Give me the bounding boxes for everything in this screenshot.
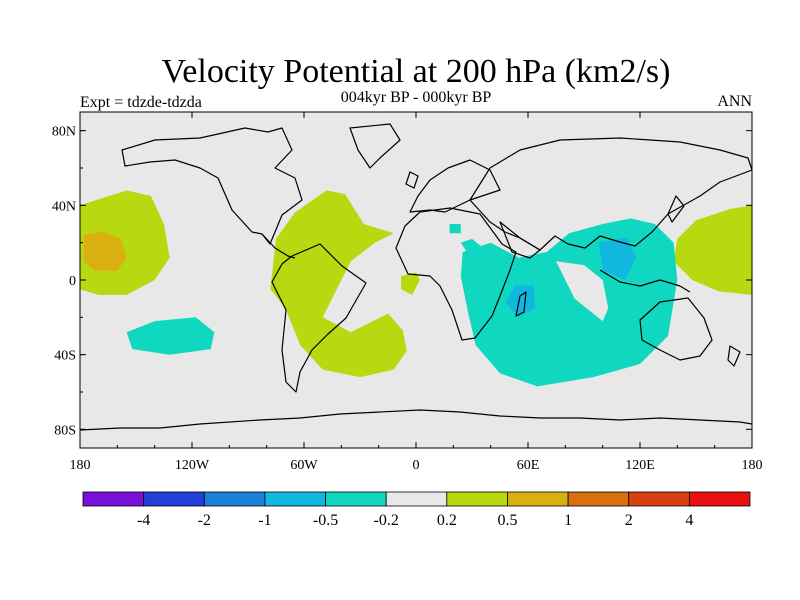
coastline-japan [667, 195, 685, 223]
y-tick-label: 80N [52, 125, 76, 140]
y-tick-label: 80S [54, 423, 76, 438]
x-axis: 180 120W 60W 0 60E 120E 180 [70, 112, 763, 473]
coastline-antarctica [80, 409, 752, 431]
region-gulf-of-guinea-positive [401, 272, 420, 295]
y-tick-label: 40S [54, 349, 76, 364]
chart-title: Velocity Potential at 200 hPa (km2/s) [162, 53, 671, 90]
coastlines [80, 123, 752, 431]
x-tick-label: 180 [742, 458, 763, 473]
x-tick-label: 60E [517, 458, 540, 473]
colorbar-label: -4 [137, 512, 150, 529]
colorbar-swatch [507, 491, 569, 507]
coastline-new-zealand [727, 345, 741, 367]
colorbar-label: 2 [625, 512, 633, 529]
colorbar-swatch [264, 491, 326, 507]
coastline-indonesia [599, 269, 691, 293]
colorbar-swatch [385, 491, 448, 507]
contour-regions [80, 190, 752, 387]
region-indian-ocean-west-bulge [460, 238, 482, 254]
region-southeast-asia-core [598, 237, 637, 280]
colorbar-label: 4 [685, 512, 693, 529]
region-indian-ocean-neutral-hole [556, 261, 609, 322]
x-tick-label: 120E [625, 458, 655, 473]
x-tick-label: 60W [290, 458, 318, 473]
x-tick-label: 180 [70, 458, 91, 473]
y-axis: 80N 40N 0 40S 80S [52, 125, 752, 438]
colorbar-swatch [82, 491, 145, 507]
coastline-british-isles [405, 171, 419, 189]
colorbar-swatch [688, 491, 751, 507]
coastline-madagascar [515, 291, 527, 317]
colorbar: -4 -2 -1 -0.5 -0.2 0.2 0.5 1 2 4 [82, 491, 751, 529]
region-central-pacific-core [83, 231, 127, 271]
colorbar-label: -0.2 [374, 512, 399, 529]
colorbar-swatch [203, 491, 266, 507]
region-atlantic-southamerica-positive [270, 190, 407, 378]
colorbar-swatch [446, 491, 508, 507]
colorbar-swatch [143, 491, 205, 507]
y-tick-label: 40N [52, 199, 76, 214]
coastline-greenland [349, 123, 401, 169]
x-tick-label: 120W [175, 458, 210, 473]
colorbar-label: 1 [564, 512, 572, 529]
coastline-africa [395, 207, 517, 341]
colorbar-label: -2 [198, 512, 211, 529]
colorbar-swatch [325, 491, 387, 507]
colorbar-swatch [567, 491, 630, 507]
x-tick-label: 0 [413, 458, 420, 473]
colorbar-label: -1 [258, 512, 271, 529]
colorbar-label: -0.5 [313, 512, 338, 529]
colorbar-label: 0.2 [437, 512, 457, 529]
colorbar-swatch [628, 491, 690, 507]
region-western-pacific-positive [673, 205, 752, 295]
coastline-australia [639, 297, 713, 361]
region-south-pacific-negative [126, 317, 215, 355]
region-east-africa-core [505, 285, 536, 318]
chart-subtitle: 004kyr BP - 000kyr BP [341, 89, 492, 106]
experiment-label: Expt = tdzde-tdzda [80, 94, 202, 111]
y-tick-label: 0 [69, 274, 76, 289]
region-arabian-sea-small [449, 224, 461, 234]
coastline-south-america [271, 243, 367, 393]
season-label: ANN [717, 93, 752, 110]
coastline-europe [409, 159, 501, 213]
coastline-arabia [499, 221, 541, 259]
colorbar-label: 0.5 [497, 512, 517, 529]
